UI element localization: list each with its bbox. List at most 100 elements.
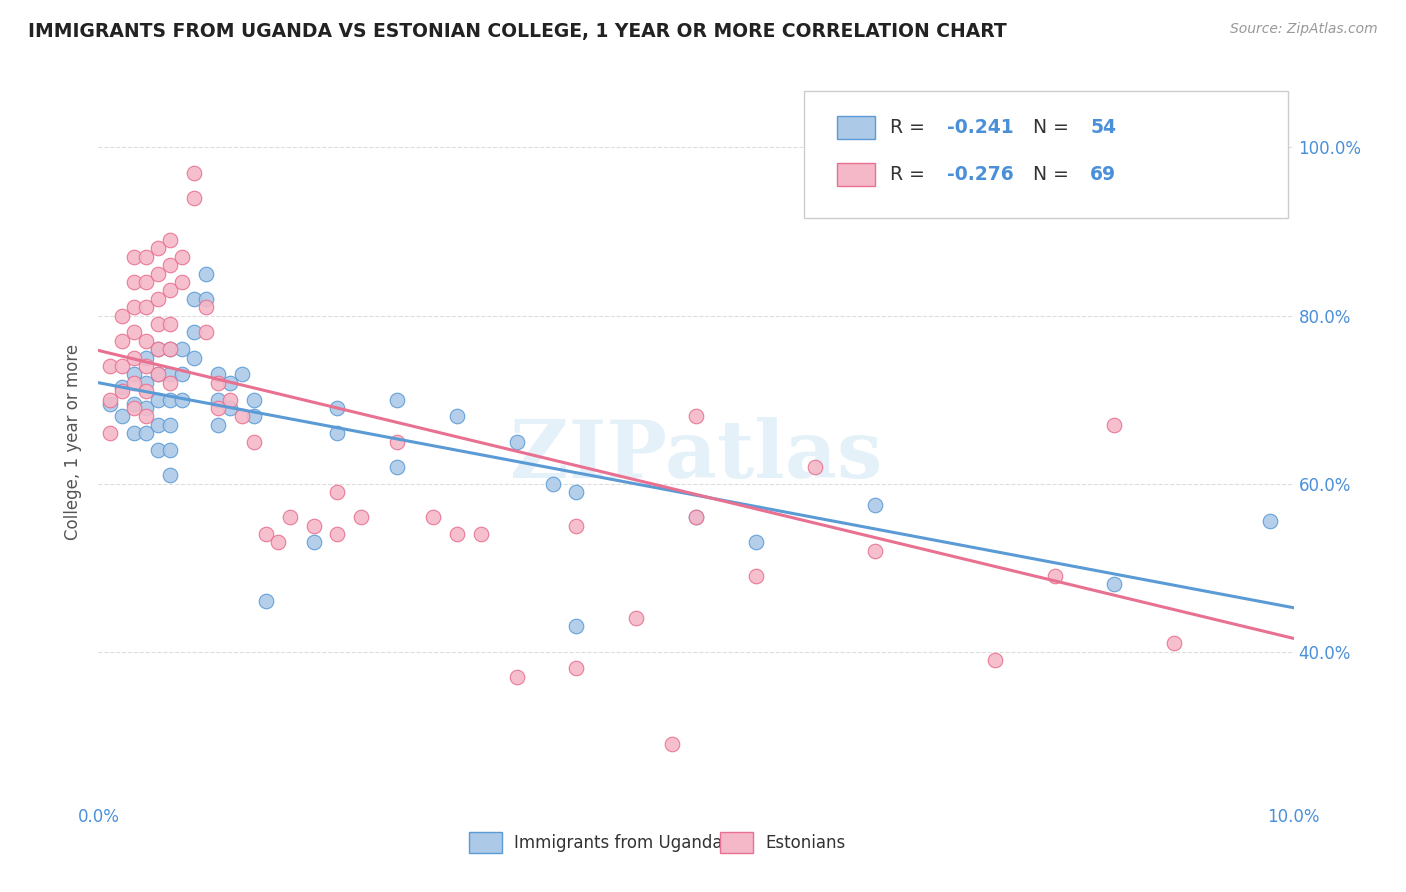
Text: R =: R = [890, 165, 931, 184]
Point [124, 351, 146, 365]
Point [207, 376, 229, 390]
Point [350, 510, 373, 524]
Point [135, 250, 157, 264]
Point [385, 392, 409, 407]
Point [111, 409, 134, 424]
Point [135, 359, 157, 373]
Point [302, 518, 325, 533]
Point [195, 300, 218, 314]
Text: Immigrants from Uganda: Immigrants from Uganda [515, 833, 723, 852]
Point [243, 434, 266, 449]
Point [124, 401, 146, 415]
Point [183, 292, 205, 306]
Point [219, 392, 242, 407]
Point [111, 309, 134, 323]
Point [135, 334, 157, 348]
Point [98, 426, 122, 441]
Point [865, 543, 887, 558]
Point [159, 417, 181, 432]
Point [326, 527, 349, 541]
Text: Estonians: Estonians [765, 833, 845, 852]
Point [207, 392, 229, 407]
Point [111, 334, 134, 348]
Point [135, 426, 157, 441]
FancyBboxPatch shape [470, 832, 502, 853]
Text: N =: N = [1033, 165, 1074, 184]
Point [1104, 417, 1126, 432]
Point [159, 442, 181, 457]
Point [172, 368, 194, 382]
Point [148, 342, 170, 356]
Point [148, 317, 170, 331]
Point [172, 250, 194, 264]
Point [124, 368, 146, 382]
Point [302, 535, 325, 549]
Point [446, 409, 468, 424]
Text: -0.276: -0.276 [948, 165, 1014, 184]
Point [446, 527, 468, 541]
Point [243, 409, 266, 424]
Point [159, 376, 181, 390]
Point [541, 476, 564, 491]
FancyBboxPatch shape [720, 832, 754, 853]
Point [124, 326, 146, 340]
Point [326, 485, 349, 500]
Point [148, 417, 170, 432]
Point [1163, 636, 1185, 650]
Point [159, 468, 181, 483]
Point [159, 392, 181, 407]
Point [159, 368, 181, 382]
Text: 54: 54 [1091, 118, 1116, 136]
Point [111, 380, 134, 394]
Point [159, 283, 181, 297]
Point [984, 653, 1007, 667]
Point [685, 510, 707, 524]
Point [565, 485, 588, 500]
Text: ZIPatlas: ZIPatlas [510, 417, 882, 495]
Point [148, 368, 170, 382]
Point [219, 376, 242, 390]
Point [135, 376, 157, 390]
Point [172, 275, 194, 289]
Text: 69: 69 [1091, 165, 1116, 184]
Point [183, 191, 205, 205]
Point [135, 384, 157, 398]
Text: N =: N = [1033, 118, 1074, 136]
Point [1043, 569, 1066, 583]
Point [207, 417, 229, 432]
Point [254, 594, 277, 608]
Point [219, 401, 242, 415]
Point [148, 241, 170, 255]
Point [685, 409, 707, 424]
Point [565, 518, 588, 533]
Y-axis label: College, 1 year or more: College, 1 year or more [65, 343, 83, 540]
Point [148, 267, 170, 281]
FancyBboxPatch shape [837, 116, 876, 139]
Point [124, 376, 146, 390]
Point [124, 397, 146, 411]
Point [195, 292, 218, 306]
Point [685, 510, 707, 524]
Text: Source: ZipAtlas.com: Source: ZipAtlas.com [1230, 22, 1378, 37]
Point [111, 384, 134, 398]
Point [159, 342, 181, 356]
Point [422, 510, 444, 524]
Point [148, 342, 170, 356]
Point [243, 392, 266, 407]
Point [98, 392, 122, 407]
Point [195, 326, 218, 340]
Point [124, 250, 146, 264]
FancyBboxPatch shape [837, 162, 876, 186]
Point [159, 258, 181, 272]
Point [254, 527, 277, 541]
Point [506, 434, 529, 449]
Point [470, 527, 492, 541]
Point [231, 409, 253, 424]
Point [148, 442, 170, 457]
Point [207, 368, 229, 382]
Point [172, 342, 194, 356]
Point [326, 426, 349, 441]
Point [865, 498, 887, 512]
Point [98, 359, 122, 373]
Point [1258, 514, 1281, 528]
